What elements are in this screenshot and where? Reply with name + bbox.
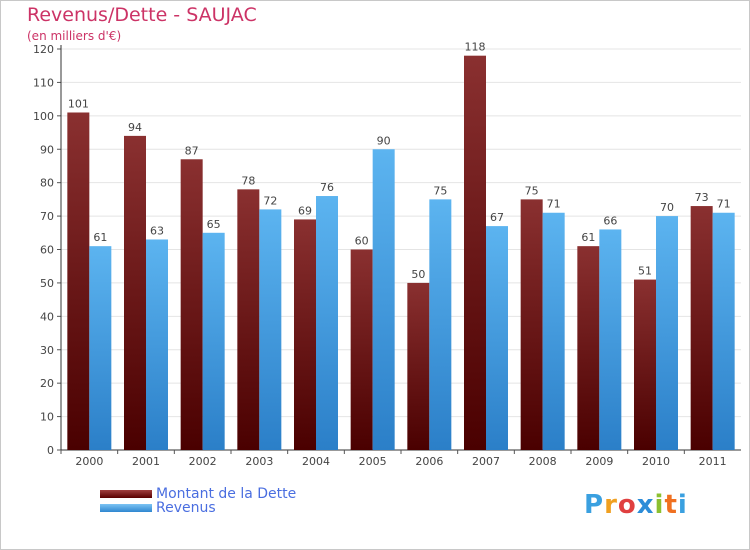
bar-dette bbox=[634, 279, 656, 450]
bar-revenus bbox=[712, 212, 735, 450]
x-tick-label: 2001 bbox=[132, 455, 160, 468]
x-tick-label: 2002 bbox=[189, 455, 217, 468]
data-label: 63 bbox=[150, 224, 164, 237]
legend-item-dette: Montant de la Dette bbox=[100, 486, 296, 502]
y-tick-label: 0 bbox=[47, 444, 54, 457]
bar-dette bbox=[520, 199, 543, 450]
y-tick-label: 70 bbox=[40, 210, 54, 223]
data-label: 90 bbox=[377, 134, 391, 147]
bar-revenus bbox=[89, 246, 112, 450]
bar-revenus bbox=[316, 196, 338, 450]
chart-title: Revenus/Dette - SAUJAC bbox=[27, 4, 257, 26]
proxiti-logo: Proxiti bbox=[584, 490, 688, 520]
data-label: 75 bbox=[525, 184, 539, 197]
bar-dette bbox=[407, 282, 430, 450]
brand-letter: t bbox=[664, 490, 678, 520]
data-label: 66 bbox=[603, 214, 617, 227]
data-label: 70 bbox=[660, 201, 674, 214]
bar-dette bbox=[124, 135, 146, 450]
data-label: 50 bbox=[411, 268, 425, 281]
brand-letter: i bbox=[677, 490, 688, 520]
data-label: 118 bbox=[465, 41, 486, 54]
y-tick-label: 120 bbox=[33, 43, 54, 56]
bar-revenus bbox=[146, 239, 168, 450]
y-tick-label: 40 bbox=[40, 310, 54, 323]
data-label: 76 bbox=[320, 181, 334, 194]
bar-dette bbox=[294, 219, 316, 450]
data-label: 65 bbox=[207, 218, 221, 231]
brand-letter: o bbox=[617, 490, 637, 520]
bar-dette bbox=[67, 112, 90, 450]
legend-item-revenus: Revenus bbox=[100, 500, 216, 516]
bar-dette bbox=[577, 246, 600, 450]
bar-revenus bbox=[599, 229, 622, 450]
x-tick-label: 2011 bbox=[699, 455, 727, 468]
data-label: 67 bbox=[490, 211, 504, 224]
brand-letter: i bbox=[654, 490, 665, 520]
x-tick-label: 2007 bbox=[472, 455, 500, 468]
data-label: 60 bbox=[355, 235, 369, 248]
data-label: 69 bbox=[298, 204, 312, 217]
data-label: 94 bbox=[128, 121, 142, 134]
y-tick-label: 20 bbox=[40, 377, 54, 390]
bar-revenus bbox=[259, 209, 282, 450]
y-tick-label: 30 bbox=[40, 344, 54, 357]
x-tick-label: 2004 bbox=[302, 455, 330, 468]
bar-revenus bbox=[656, 216, 678, 450]
y-tick-label: 100 bbox=[33, 110, 54, 123]
y-tick-label: 110 bbox=[33, 76, 54, 89]
bar-dette bbox=[690, 206, 713, 450]
data-label: 101 bbox=[68, 97, 89, 110]
y-tick-label: 90 bbox=[40, 143, 54, 156]
data-label: 78 bbox=[241, 174, 255, 187]
legend-swatch-revenus bbox=[100, 504, 152, 512]
y-tick-label: 10 bbox=[40, 411, 54, 424]
x-tick-label: 2003 bbox=[245, 455, 273, 468]
bar-revenus bbox=[202, 232, 225, 450]
chart-subtitle: (en milliers d'€) bbox=[27, 29, 122, 43]
brand-letter: x bbox=[636, 490, 655, 520]
data-label: 87 bbox=[185, 144, 199, 157]
y-tick-label: 60 bbox=[40, 244, 54, 257]
legend-label-revenus: Revenus bbox=[156, 500, 216, 516]
bar-dette bbox=[237, 189, 260, 450]
data-label: 72 bbox=[263, 194, 277, 207]
data-label: 75 bbox=[433, 184, 447, 197]
y-tick-label: 80 bbox=[40, 177, 54, 190]
bar-dette bbox=[180, 159, 203, 450]
data-label: 51 bbox=[638, 265, 652, 278]
y-tick-label: 50 bbox=[40, 277, 54, 290]
bar-revenus bbox=[542, 212, 565, 450]
bar-revenus bbox=[372, 149, 395, 450]
brand-letter: r bbox=[604, 490, 618, 520]
data-label: 61 bbox=[581, 231, 595, 244]
bar-revenus bbox=[486, 226, 508, 450]
x-tick-label: 2005 bbox=[359, 455, 387, 468]
x-tick-label: 2010 bbox=[642, 455, 670, 468]
x-tick-label: 2008 bbox=[529, 455, 557, 468]
bar-dette bbox=[464, 55, 486, 450]
data-label: 71 bbox=[547, 198, 561, 211]
data-label: 73 bbox=[695, 191, 709, 204]
bar-revenus bbox=[429, 199, 452, 450]
legend-label-dette: Montant de la Dette bbox=[156, 486, 297, 502]
legend-swatch-dette bbox=[100, 490, 152, 498]
x-tick-label: 2009 bbox=[585, 455, 613, 468]
brand-letter: P bbox=[584, 490, 605, 520]
x-tick-label: 2006 bbox=[415, 455, 443, 468]
bar-dette bbox=[350, 249, 373, 450]
data-label: 61 bbox=[93, 231, 107, 244]
data-label: 71 bbox=[717, 198, 731, 211]
x-tick-label: 2000 bbox=[75, 455, 103, 468]
